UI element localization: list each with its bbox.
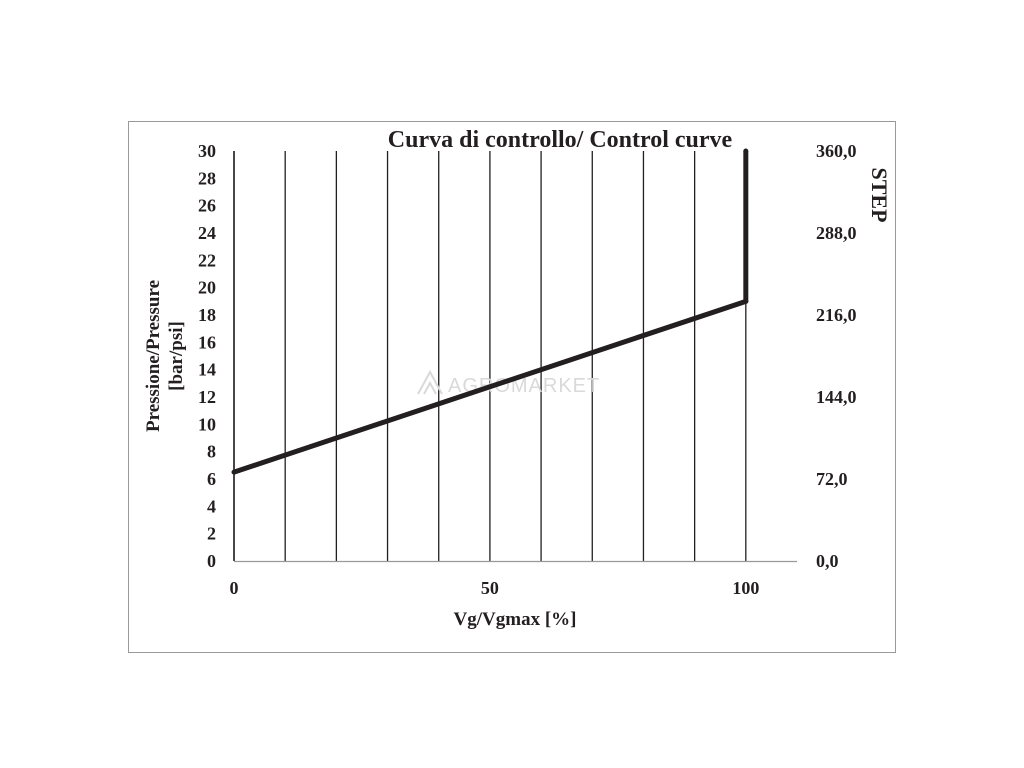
- y2-tick-label: 360,0: [816, 141, 857, 161]
- y2-tick-label: 216,0: [816, 305, 857, 325]
- y2-tick-label: 144,0: [816, 387, 857, 407]
- y2-tick-label: 288,0: [816, 223, 857, 243]
- y-tick-label: 28: [198, 168, 216, 188]
- x-tick-label: 50: [481, 578, 499, 598]
- series-point: [743, 298, 749, 304]
- y2-tick-label: 0,0: [816, 551, 839, 571]
- watermark-text: AGROMARKET: [448, 375, 600, 397]
- y2-axis-label: STEP: [867, 167, 892, 222]
- x-tick-label: 0: [230, 578, 239, 598]
- y-tick-label: 8: [207, 442, 216, 462]
- y-tick-label: 0: [207, 551, 216, 571]
- y-tick-label: 30: [198, 141, 216, 161]
- y-axis-label-line2: [bar/psi]: [166, 321, 187, 391]
- y-tick-label: 26: [198, 196, 216, 216]
- y-tick-label: 14: [198, 360, 216, 380]
- y-tick-label: 12: [198, 387, 216, 407]
- grid-lines: [233, 151, 747, 561]
- y-tick-label: 6: [207, 469, 216, 489]
- series-point: [231, 469, 237, 475]
- chart-title: Curva di controllo/ Control curve: [388, 127, 733, 153]
- y-tick-label: 18: [198, 305, 216, 325]
- x-tick-labels: 0 50 100: [230, 578, 760, 598]
- y-axis-label-line1: Pressione/Pressure: [143, 280, 164, 432]
- y-tick-label: 20: [198, 278, 216, 298]
- y-tick-label: 4: [207, 496, 216, 516]
- series-point: [743, 148, 749, 154]
- y2-tick-labels: 0,0 72,0 144,0 216,0 288,0 360,0: [816, 141, 857, 571]
- watermark-logo-icon: [417, 369, 443, 395]
- y-tick-label: 16: [198, 332, 216, 352]
- chart-frame: [128, 121, 896, 653]
- y-tick-label: 2: [207, 524, 216, 544]
- series-layer: [231, 148, 749, 475]
- x-axis-label: Vg/Vgmax [%]: [454, 609, 577, 630]
- x-tick-label: 100: [732, 578, 759, 598]
- y2-tick-label: 72,0: [816, 469, 848, 489]
- y-tick-label: 10: [198, 414, 216, 434]
- y-tick-label: 24: [198, 223, 216, 243]
- watermark: AGROMARKET: [417, 369, 600, 397]
- y-tick-label: 22: [198, 250, 216, 270]
